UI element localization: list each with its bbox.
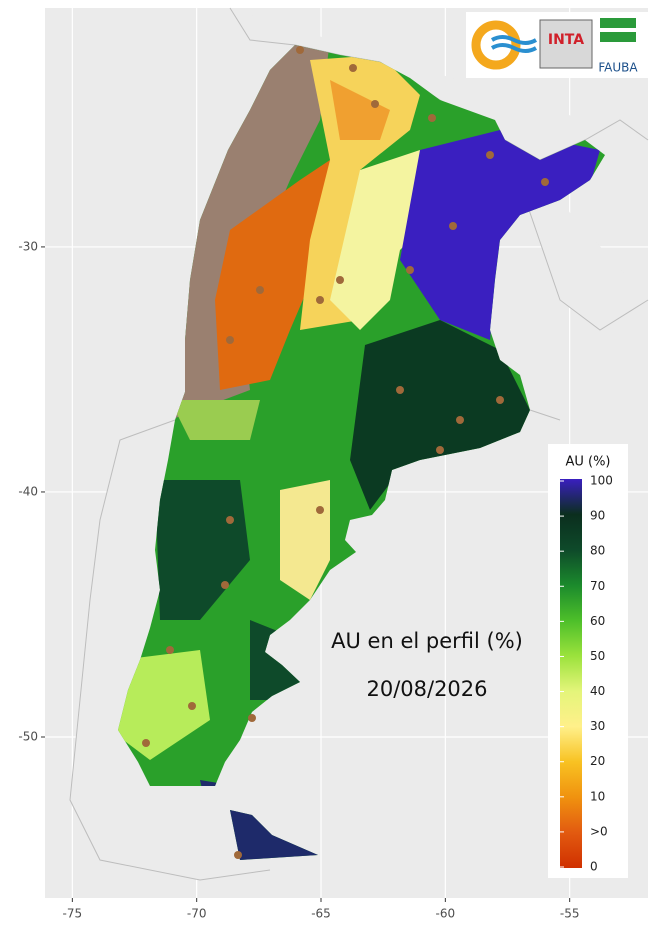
x-tick-label: -65 bbox=[311, 907, 331, 921]
x-tick-label: -55 bbox=[560, 907, 580, 921]
legend-bar bbox=[560, 479, 582, 868]
x-tick-label: -70 bbox=[187, 907, 207, 921]
legend-label: 50 bbox=[590, 649, 605, 663]
annotation-title: AU en el perfil (%) bbox=[331, 629, 523, 653]
legend-label: 80 bbox=[590, 544, 605, 558]
annotation-date: 20/08/2026 bbox=[366, 677, 487, 701]
stations bbox=[142, 46, 549, 859]
legend-label: 10 bbox=[590, 789, 605, 803]
legend-label: 40 bbox=[590, 684, 605, 698]
legend-label: 90 bbox=[590, 509, 605, 523]
legend-label: 0 bbox=[590, 860, 598, 874]
x-tick-label: -75 bbox=[63, 907, 83, 921]
legend-title: AU (%) bbox=[565, 455, 610, 470]
legend-label: 30 bbox=[590, 719, 605, 733]
fauba-mark bbox=[600, 18, 636, 42]
legend-label: 60 bbox=[590, 614, 605, 628]
logo-waves bbox=[490, 35, 538, 53]
axes: -75 -70 -65 -60 -55 -30 -40 -50 bbox=[18, 239, 579, 920]
y-tick-label: -30 bbox=[18, 239, 38, 253]
legend-labels: 100 90 80 70 60 50 40 30 20 10 >0 0 bbox=[560, 474, 613, 874]
logo-ring bbox=[471, 20, 521, 70]
legend-label: >0 bbox=[590, 824, 608, 838]
y-tick-label: -40 bbox=[18, 484, 38, 498]
y-tick-label: -50 bbox=[18, 730, 38, 744]
legend-label: 70 bbox=[590, 579, 605, 593]
legend-label: 20 bbox=[590, 754, 605, 768]
fauba-text: FAUBA bbox=[598, 61, 638, 75]
inta-logo bbox=[539, 19, 593, 69]
inta-text: INTA bbox=[548, 32, 584, 48]
x-tick-label: -60 bbox=[436, 907, 456, 921]
legend-label: 100 bbox=[590, 474, 613, 488]
